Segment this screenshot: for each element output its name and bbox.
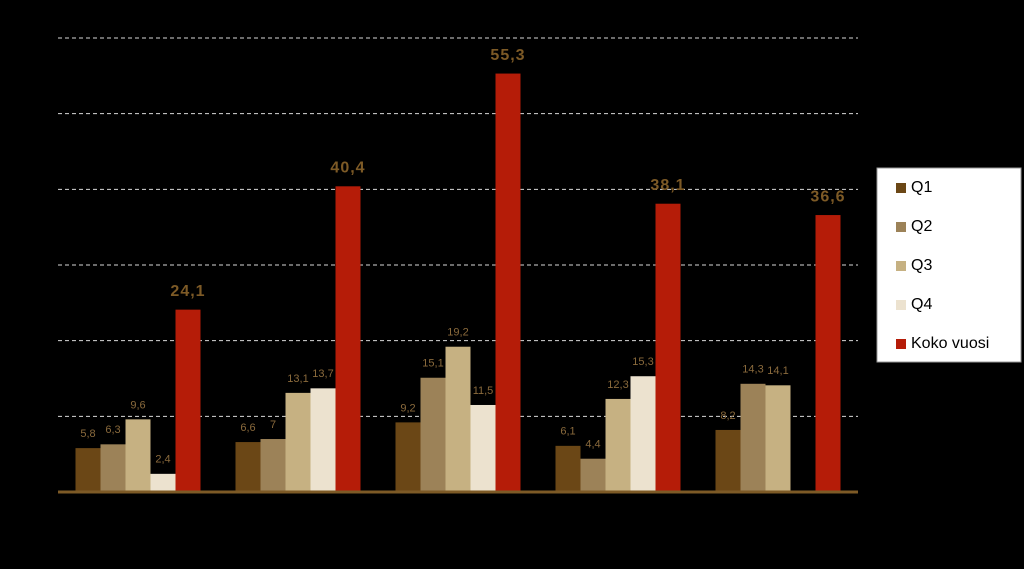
bar	[100, 444, 126, 492]
bar	[815, 215, 841, 492]
value-label: 9,6	[130, 399, 145, 411]
legend-label: Q1	[911, 179, 932, 196]
legend-swatch	[896, 183, 906, 193]
value-label: 40,4	[330, 160, 365, 177]
value-label: 55,3	[490, 47, 525, 64]
legend-label: Q3	[911, 257, 932, 274]
legend-label: Q2	[911, 218, 932, 235]
legend-label: Koko vuosi	[911, 335, 989, 352]
value-label: 24,1	[170, 283, 205, 300]
value-label: 6,3	[105, 424, 120, 436]
bar	[150, 473, 176, 492]
bar	[75, 448, 101, 492]
bar	[285, 392, 311, 492]
value-label: 14,3	[742, 364, 763, 376]
bar	[715, 429, 741, 492]
value-label: 14,1	[767, 365, 788, 377]
legend-swatch	[896, 261, 906, 271]
value-label: 6,1	[560, 426, 575, 438]
bar	[125, 419, 151, 492]
value-label: 15,3	[632, 356, 653, 368]
bar	[420, 377, 446, 492]
bar	[495, 73, 521, 493]
legend-swatch	[896, 300, 906, 310]
value-label: 38,1	[650, 177, 685, 194]
bar	[175, 309, 201, 492]
bar	[395, 422, 421, 492]
value-label: 7	[270, 419, 276, 431]
value-label: 4,4	[585, 439, 600, 451]
value-label: 13,1	[287, 373, 308, 385]
bar	[740, 383, 766, 492]
bar	[445, 346, 471, 492]
bar	[655, 203, 681, 492]
legend-swatch	[896, 339, 906, 349]
value-label: 8,2	[720, 410, 735, 422]
value-label: 13,7	[312, 368, 333, 380]
value-label: 6,6	[240, 422, 255, 434]
legend-swatch	[896, 222, 906, 232]
bar	[470, 404, 496, 492]
bar	[605, 398, 631, 492]
value-label: 19,2	[447, 327, 468, 339]
bar	[310, 388, 336, 492]
value-label: 5,8	[80, 428, 95, 440]
legend-label: Q4	[911, 296, 932, 313]
value-label: 2,4	[155, 454, 170, 466]
bar	[555, 445, 581, 492]
bar	[765, 385, 791, 492]
value-label: 11,5	[473, 385, 494, 397]
value-label: 36,6	[810, 188, 845, 205]
value-label: 12,3	[607, 379, 628, 391]
bar	[260, 439, 286, 492]
value-label: 15,1	[422, 358, 443, 370]
value-label: 9,2	[400, 402, 415, 414]
bar	[235, 442, 261, 492]
bar	[630, 376, 656, 492]
bar	[335, 186, 361, 492]
bar	[580, 458, 606, 492]
legend-box	[876, 167, 1022, 363]
